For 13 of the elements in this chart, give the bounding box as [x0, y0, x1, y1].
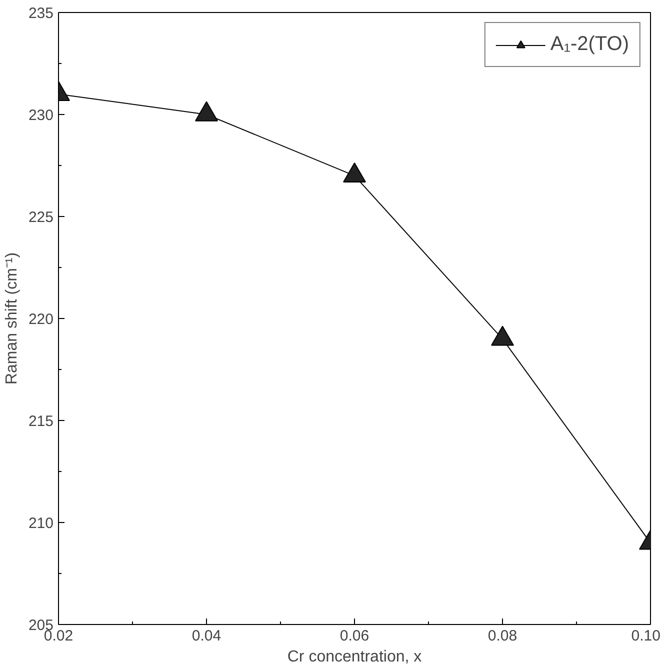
x-tick-label: 0.08 [488, 628, 518, 644]
x-tick-label: 0.10 [631, 628, 661, 644]
y-tick-label: 210 [28, 515, 54, 532]
y-tick-label: 225 [28, 209, 54, 226]
y-axis-title: Raman shift (cm⁻¹) [3, 252, 20, 385]
x-tick-label: 0.04 [192, 628, 222, 644]
x-axis-title: Cr concentration, x [287, 648, 422, 666]
y-tick-label: 215 [28, 413, 54, 430]
y-tick-label: 230 [28, 107, 54, 124]
y-tick-label: 235 [28, 5, 54, 22]
y-tick-label: 220 [28, 311, 54, 328]
x-tick-label: 0.06 [340, 628, 370, 644]
legend-label: A₁-2(TO) [550, 33, 629, 56]
